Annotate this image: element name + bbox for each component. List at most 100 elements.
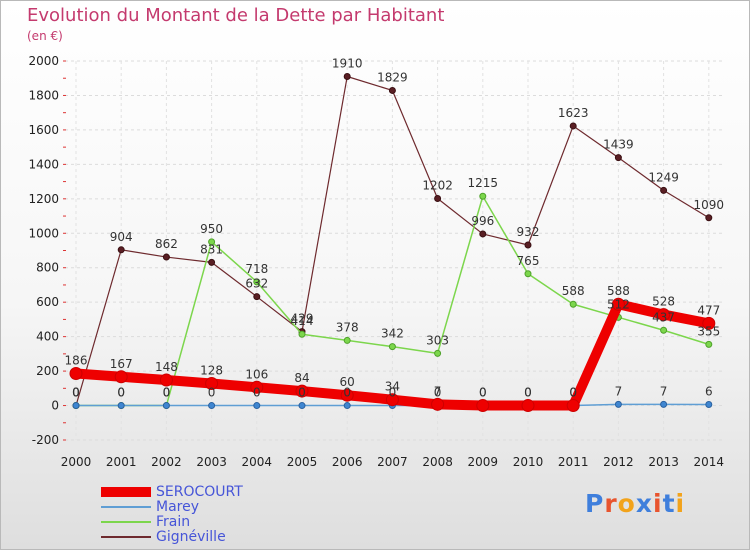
data-label: 1090 — [694, 198, 725, 212]
data-point — [159, 373, 173, 387]
data-point — [705, 401, 713, 409]
y-tick-label: 1400 — [28, 157, 59, 171]
x-tick-label: 2006 — [332, 455, 363, 469]
data-label: 1215 — [468, 176, 499, 190]
logo-letter: x — [635, 489, 653, 518]
data-point — [69, 367, 83, 381]
data-label: 355 — [697, 324, 720, 338]
data-point — [614, 400, 622, 408]
legend-label: Gignéville — [156, 529, 226, 545]
y-tick-label: 1600 — [28, 123, 59, 137]
data-label: 0 — [569, 386, 577, 400]
data-point — [162, 253, 170, 261]
data-point — [434, 349, 442, 357]
data-point — [611, 297, 625, 311]
data-label: 1249 — [648, 170, 679, 184]
data-point — [524, 241, 532, 249]
data-label: 0 — [524, 386, 532, 400]
data-label: 303 — [426, 333, 449, 347]
data-point — [250, 380, 264, 394]
data-label: 1202 — [422, 178, 453, 192]
data-label: 148 — [155, 360, 178, 374]
data-point — [524, 270, 532, 278]
data-point — [702, 316, 716, 330]
legend-swatch — [101, 536, 151, 538]
x-tick-label: 2007 — [377, 455, 408, 469]
data-point — [705, 214, 713, 222]
data-label: 0 — [163, 386, 171, 400]
data-label: 0 — [343, 386, 351, 400]
legend-swatch — [101, 521, 151, 523]
data-point — [72, 402, 80, 410]
y-tick-label: 800 — [36, 261, 59, 275]
legend-swatch — [101, 487, 151, 497]
x-tick-label: 2014 — [694, 455, 725, 469]
data-label: 512 — [607, 297, 630, 311]
data-label: 437 — [652, 310, 675, 324]
axes: 2000180016001400120010008006004002000-20… — [28, 54, 724, 469]
data-point — [253, 293, 261, 301]
data-label: 0 — [72, 386, 80, 400]
data-label: 0 — [72, 386, 80, 400]
data-point — [476, 399, 490, 413]
data-label: 718 — [245, 262, 268, 276]
y-tick-label: 600 — [36, 295, 59, 309]
data-point — [253, 278, 261, 286]
x-tick-label: 2000 — [61, 455, 92, 469]
data-point — [705, 340, 713, 348]
data-point — [388, 343, 396, 351]
data-label: 765 — [517, 254, 540, 268]
data-label: 128 — [200, 363, 223, 377]
data-label: 0 — [208, 386, 216, 400]
x-tick-label: 2004 — [242, 455, 273, 469]
data-point — [660, 400, 668, 408]
data-label: 106 — [245, 367, 268, 381]
data-label: 7 — [615, 384, 623, 398]
data-label: 34 — [385, 380, 400, 394]
data-label: 932 — [517, 225, 540, 239]
y-tick-label: 400 — [36, 330, 59, 344]
data-label: 414 — [291, 314, 314, 328]
legend-label: Marey — [156, 499, 200, 515]
chart-title: Evolution du Montant de la Dette par Hab… — [27, 5, 445, 26]
data-point — [569, 122, 577, 130]
data-point — [431, 397, 445, 411]
data-point — [343, 336, 351, 344]
data-label: 477 — [697, 303, 720, 317]
y-tick-label: 0 — [51, 399, 59, 413]
legend-label: Frain — [156, 514, 191, 530]
x-tick-label: 2008 — [422, 455, 453, 469]
data-label: 0 — [163, 386, 171, 400]
data-label: 342 — [381, 327, 404, 341]
data-label: 6 — [705, 385, 713, 399]
data-label: 60 — [340, 375, 355, 389]
x-tick-label: 2005 — [287, 455, 318, 469]
data-label: 0 — [253, 386, 261, 400]
data-label: 1623 — [558, 106, 589, 120]
data-point — [343, 73, 351, 81]
data-point — [295, 384, 309, 398]
y-tick-label: 200 — [36, 364, 59, 378]
y-tick-label: 1800 — [28, 88, 59, 102]
data-label: 1439 — [603, 138, 634, 152]
data-point — [569, 300, 577, 308]
data-label: 0 — [117, 386, 125, 400]
x-tick-label: 2009 — [468, 455, 499, 469]
series-lines — [69, 73, 716, 413]
data-label: 904 — [110, 230, 133, 244]
data-point — [162, 402, 170, 410]
x-tick-label: 2002 — [151, 455, 182, 469]
data-label: 7 — [434, 384, 442, 398]
data-point — [660, 186, 668, 194]
data-point — [205, 376, 219, 390]
y-tick-label: 2000 — [28, 54, 59, 68]
data-point — [298, 402, 306, 410]
data-label: 0 — [117, 386, 125, 400]
y-tick-label: -200 — [32, 433, 59, 447]
data-label: 429 — [291, 312, 314, 326]
logo-letter: r — [604, 489, 618, 518]
x-tick-label: 2011 — [558, 455, 589, 469]
y-tick-label: 1000 — [28, 226, 59, 240]
data-point — [566, 399, 580, 413]
